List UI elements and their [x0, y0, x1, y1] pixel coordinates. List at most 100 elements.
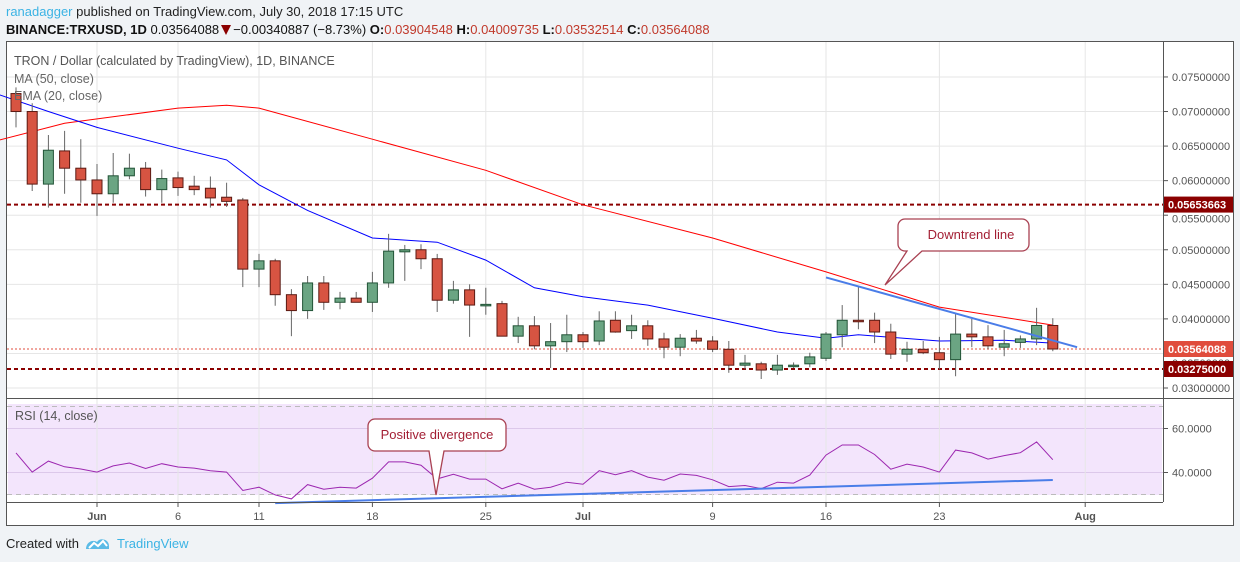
candle[interactable]	[447, 280, 459, 304]
candle[interactable]	[366, 271, 378, 312]
candle[interactable]	[739, 354, 751, 370]
candle[interactable]	[593, 311, 605, 346]
candle-body	[415, 249, 427, 260]
close-label: C:	[627, 22, 641, 37]
time-tick-label: Jun	[87, 511, 107, 523]
candle[interactable]	[998, 329, 1010, 357]
candle-body	[820, 333, 832, 359]
candle[interactable]	[1014, 335, 1026, 348]
candle[interactable]	[804, 352, 816, 368]
candle[interactable]	[723, 340, 735, 373]
candle-body	[188, 185, 200, 191]
candle[interactable]	[350, 291, 362, 303]
publisher-link[interactable]: ranadagger	[6, 4, 73, 19]
candle[interactable]	[707, 336, 719, 353]
candle[interactable]	[496, 300, 508, 337]
candle-body	[512, 325, 524, 337]
down-arrow-icon	[221, 25, 232, 35]
candle[interactable]	[755, 361, 767, 380]
price-tick-label: 0.05500000	[1172, 214, 1230, 226]
candle[interactable]	[480, 287, 492, 315]
candle[interactable]	[642, 320, 654, 346]
candle-body	[917, 348, 929, 354]
candle[interactable]	[512, 316, 524, 344]
rsi-band	[8, 404, 1162, 495]
candle[interactable]	[577, 332, 589, 348]
candle[interactable]	[415, 244, 427, 270]
candle[interactable]	[253, 253, 265, 288]
time-tick-label: Aug	[1075, 511, 1096, 523]
candle[interactable]	[788, 362, 800, 368]
candle[interactable]	[836, 305, 848, 348]
candle[interactable]	[869, 312, 881, 344]
candle[interactable]	[59, 130, 71, 194]
candle[interactable]	[42, 135, 54, 208]
candle[interactable]	[269, 258, 281, 306]
time-tick-label: 23	[933, 511, 945, 523]
tradingview-logo-icon	[85, 538, 109, 549]
candle[interactable]	[10, 87, 22, 128]
candle[interactable]	[188, 175, 200, 196]
candle[interactable]	[204, 176, 216, 208]
candle-body	[334, 297, 346, 303]
candle[interactable]	[431, 253, 443, 312]
rsi-tick-label: 40.0000	[1172, 468, 1212, 480]
candle[interactable]	[107, 152, 119, 203]
candle[interactable]	[172, 171, 184, 196]
candle[interactable]	[626, 314, 638, 339]
candle-body	[91, 179, 103, 195]
candle[interactable]	[26, 103, 38, 192]
candle[interactable]	[1031, 307, 1043, 346]
level-price-label: 0.03275000	[1168, 364, 1226, 376]
candle[interactable]	[933, 336, 945, 370]
downtrend-line[interactable]	[825, 276, 1078, 349]
candle[interactable]	[302, 276, 314, 319]
price-tick-label: 0.07500000	[1172, 72, 1230, 84]
candle[interactable]	[820, 332, 832, 362]
time-tick-label: 11	[253, 511, 264, 523]
candle[interactable]	[885, 323, 897, 359]
candle[interactable]	[674, 334, 686, 357]
callout-positive-divergence[interactable]: Positive divergence	[367, 418, 507, 496]
tradingview-link[interactable]: TradingView	[116, 536, 189, 551]
candle[interactable]	[221, 182, 233, 207]
candle[interactable]	[285, 289, 297, 337]
candle[interactable]	[545, 323, 557, 368]
candle[interactable]	[383, 233, 395, 288]
candle[interactable]	[852, 287, 864, 330]
candle-body	[366, 282, 378, 303]
candle[interactable]	[917, 340, 929, 355]
candle[interactable]	[156, 169, 168, 203]
candle[interactable]	[966, 318, 978, 348]
candle[interactable]	[561, 314, 573, 353]
candle[interactable]	[140, 161, 152, 197]
candle[interactable]	[75, 139, 87, 203]
candle[interactable]	[609, 311, 621, 333]
candle-body	[966, 333, 978, 338]
callout-downtrend[interactable]: Downtrend line	[884, 218, 1030, 286]
candle[interactable]	[318, 276, 330, 310]
price-tick-label: 0.04500000	[1172, 279, 1230, 291]
time-tick-label: 16	[820, 511, 832, 523]
candle[interactable]	[950, 314, 962, 377]
candle[interactable]	[123, 153, 135, 180]
candle[interactable]	[528, 316, 540, 350]
candle[interactable]	[237, 197, 249, 288]
candle[interactable]	[334, 291, 346, 310]
candle[interactable]	[658, 332, 670, 359]
candle[interactable]	[464, 284, 476, 337]
candle[interactable]	[91, 164, 103, 216]
level-price-badge	[1164, 360, 1233, 377]
candle-body	[318, 282, 330, 303]
candle[interactable]	[1047, 318, 1059, 352]
candle-body	[156, 178, 168, 191]
candle[interactable]	[690, 329, 702, 344]
candle[interactable]	[901, 341, 913, 362]
callout-downtrend-text: Downtrend line	[928, 227, 1015, 242]
candle[interactable]	[982, 325, 994, 350]
low-label: L:	[542, 22, 555, 37]
rsi-support-line[interactable]	[275, 478, 1053, 505]
candle[interactable]	[399, 244, 411, 281]
candle[interactable]	[771, 354, 783, 375]
